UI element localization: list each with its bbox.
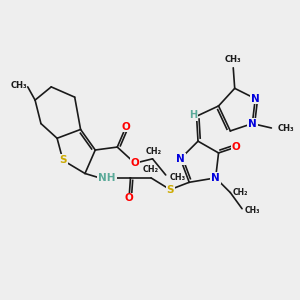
Text: CH₂: CH₂ <box>143 165 159 174</box>
Text: N: N <box>248 118 257 129</box>
Text: N: N <box>176 154 185 164</box>
Text: N: N <box>251 94 260 103</box>
Text: O: O <box>124 194 134 203</box>
Text: O: O <box>232 142 241 152</box>
Text: H: H <box>189 110 197 120</box>
Text: NH: NH <box>98 173 116 183</box>
Text: CH₃: CH₃ <box>225 55 242 64</box>
Text: CH₃: CH₃ <box>170 173 186 182</box>
Text: O: O <box>130 158 139 168</box>
Text: O: O <box>122 122 130 131</box>
Text: S: S <box>167 184 174 195</box>
Text: CH₃: CH₃ <box>245 206 260 215</box>
Text: CH₂: CH₂ <box>232 188 248 197</box>
Text: CH₂: CH₂ <box>146 147 162 156</box>
Text: CH₃: CH₃ <box>11 81 27 90</box>
Text: S: S <box>59 155 67 165</box>
Text: CH₃: CH₃ <box>277 124 294 134</box>
Text: N: N <box>211 173 220 183</box>
